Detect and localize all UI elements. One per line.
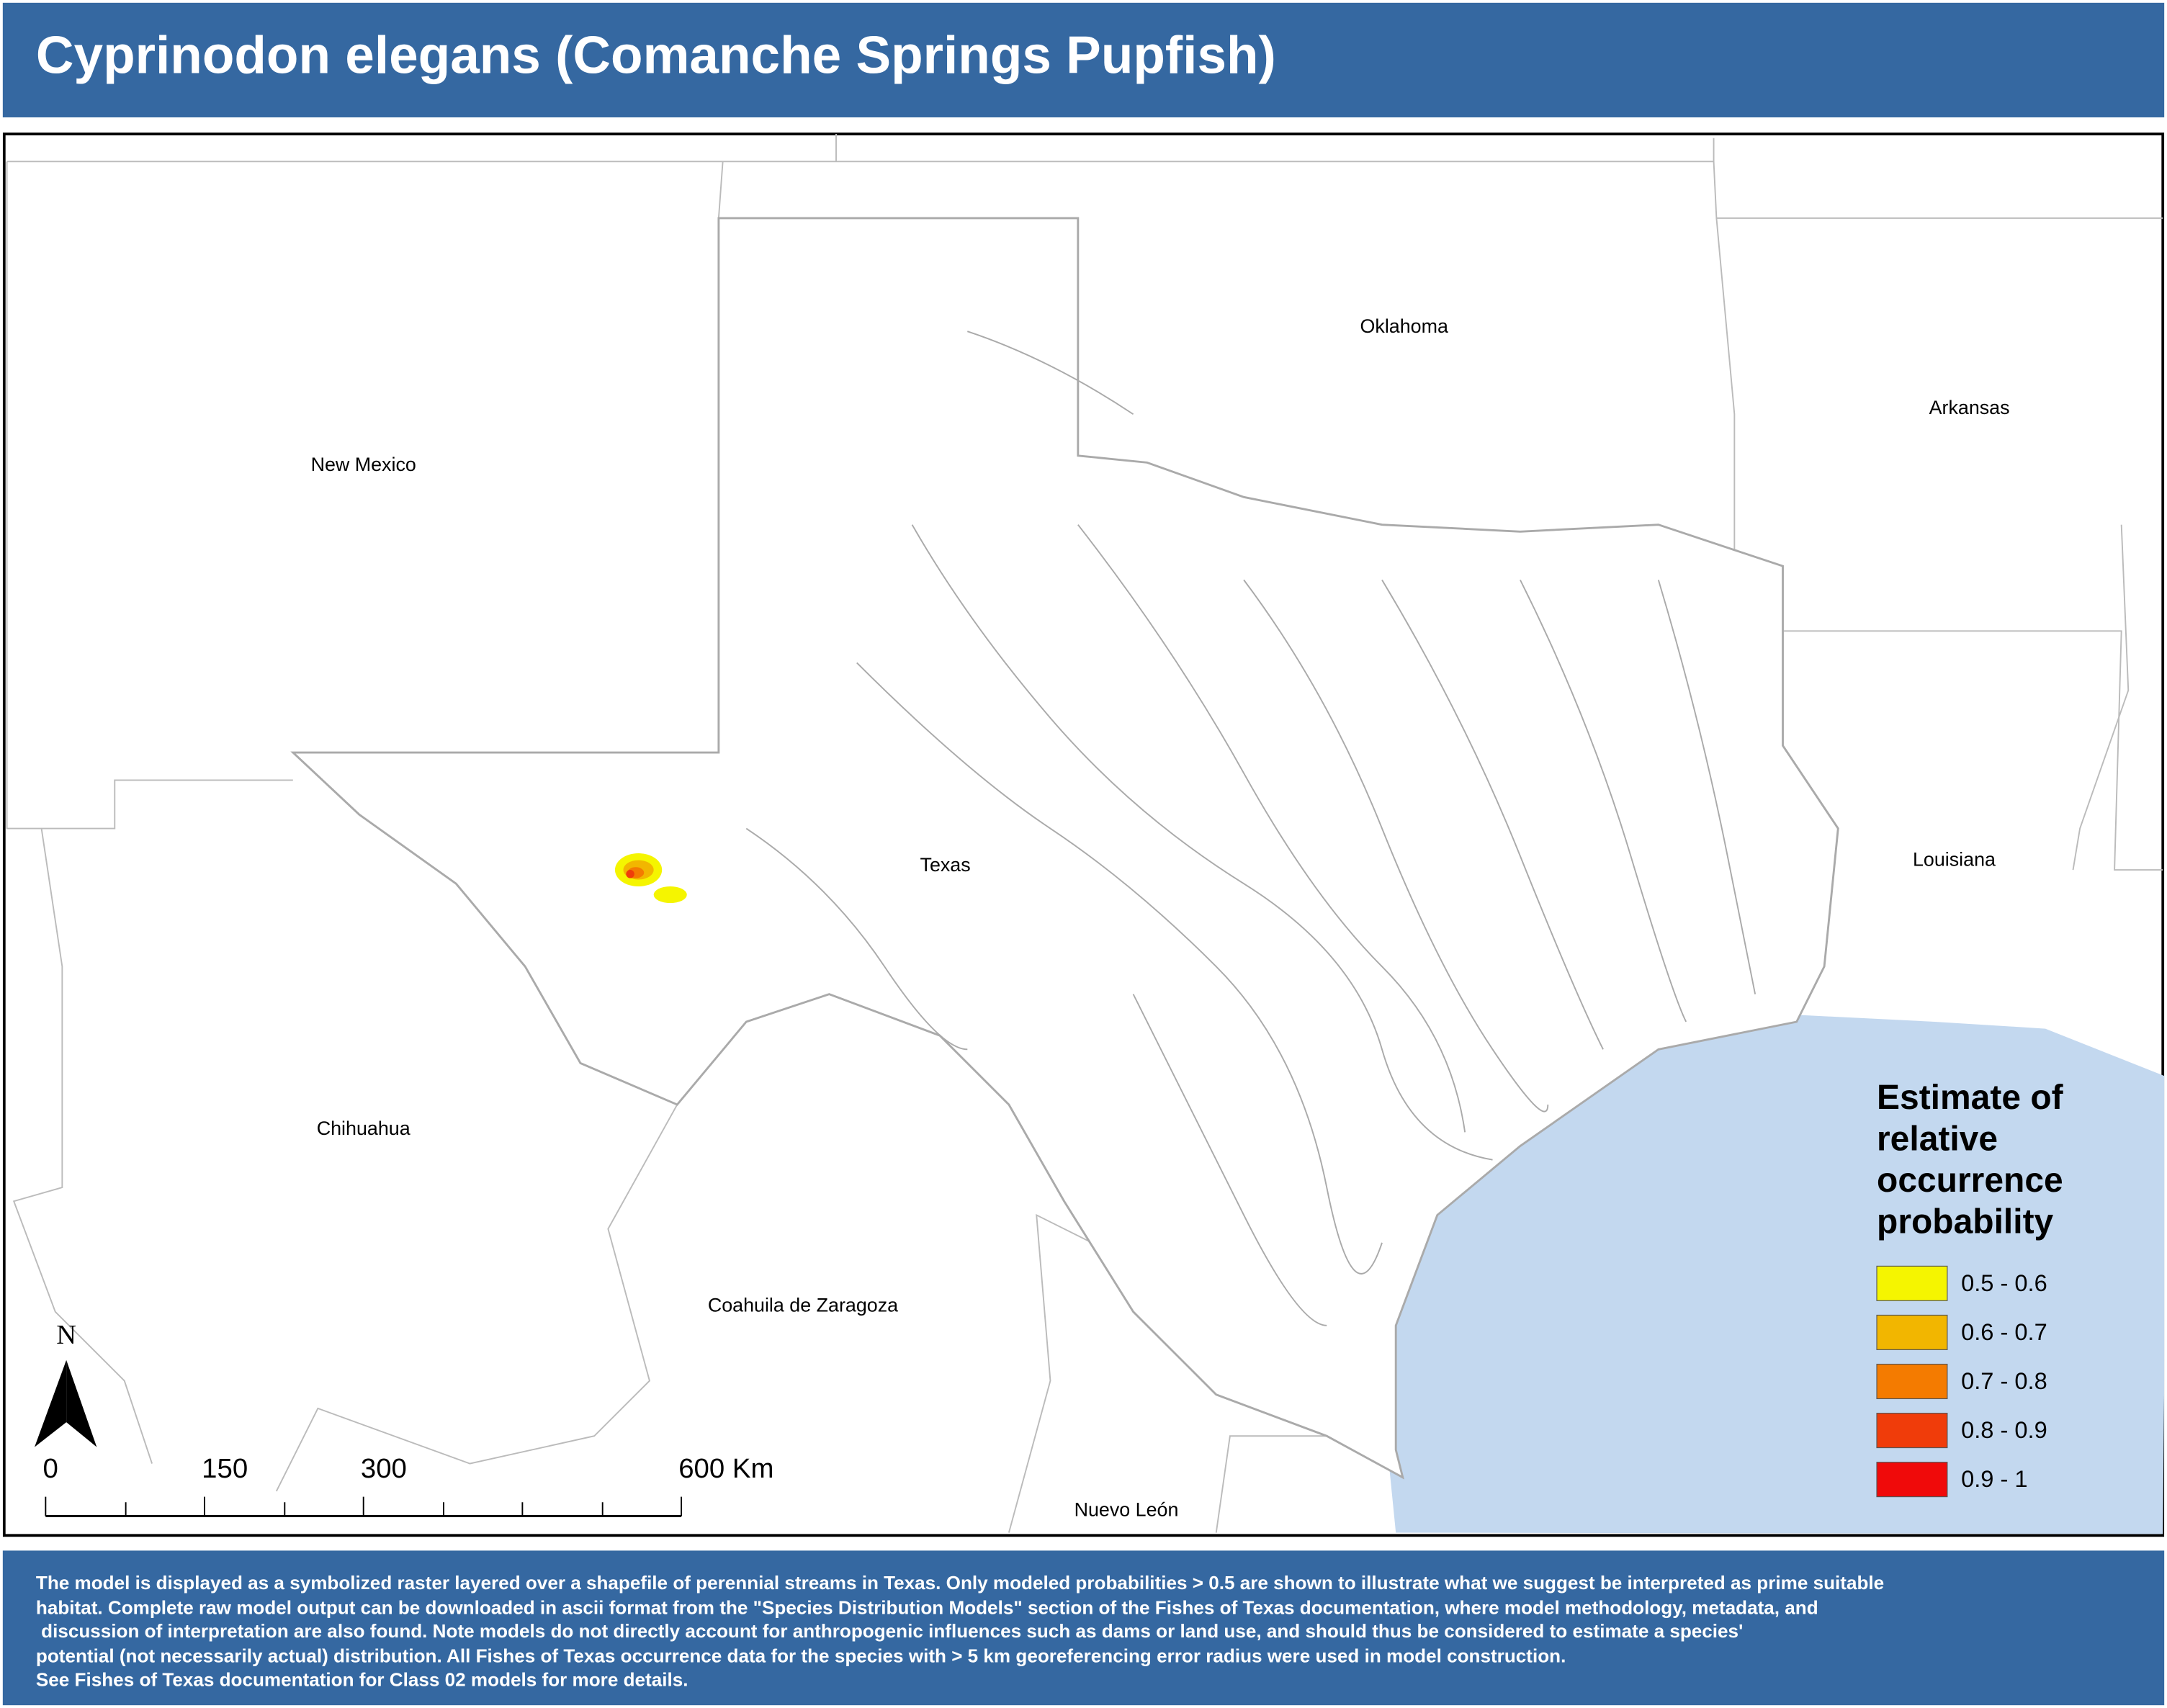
header: Cyprinodon elegans (Comanche Springs Pup… [2, 2, 2165, 117]
place-label: New Mexico [311, 454, 416, 475]
place-label: Arkansas [1929, 397, 2010, 418]
place-label: Louisiana [1913, 848, 1996, 870]
place-label: Texas [920, 854, 971, 876]
footer-text: The model is displayed as a symbolized r… [36, 1571, 1884, 1693]
legend-label: 0.8 - 0.9 [1961, 1416, 2047, 1443]
legend-swatch [1876, 1314, 1948, 1350]
map: 0 150 300 600 Km N New Mexico Oklahoma Arkans… [2, 132, 2165, 1537]
gulf [1388, 1015, 2165, 1534]
place-label: Oklahoma [1360, 315, 1448, 337]
streams [745, 331, 1757, 1326]
legend-swatch [1876, 1363, 1948, 1400]
footer-line: discussion of interpretation are also fo… [35, 1621, 1744, 1642]
footer-line: The model is displayed as a symbolized r… [35, 1573, 1885, 1594]
title: Cyprinodon elegans (Comanche Springs Pup… [35, 27, 1276, 86]
north-label: N [56, 1320, 76, 1350]
footer-line: potential (not necessarily actual) distr… [35, 1645, 1566, 1667]
legend-label: 0.6 - 0.7 [1961, 1318, 2047, 1345]
legend-label: 0.5 - 0.6 [1961, 1269, 2047, 1296]
place-label: Coahuila de Zaragoza [708, 1295, 898, 1316]
north-arrow: N [34, 1320, 97, 1447]
footer-line: habitat. Complete raw model output can b… [35, 1596, 1818, 1618]
legend-title: Estimate of relative occurrence probabil… [1877, 1078, 2063, 1241]
occurrence-raster [614, 853, 687, 904]
legend-swatch [1876, 1462, 1948, 1498]
scale-label: 600 Km [678, 1453, 773, 1484]
scale-label: 150 [202, 1453, 248, 1484]
place-label: Chihuahua [317, 1118, 410, 1139]
scale-label: 0 [42, 1453, 58, 1484]
legend-swatch [1876, 1265, 1948, 1301]
texas-outline [290, 217, 1839, 1480]
legend-label: 0.7 - 0.8 [1961, 1367, 2047, 1394]
legend-label: 0.9 - 1 [1961, 1465, 2027, 1492]
scale-label: 300 [361, 1453, 407, 1484]
scale-bar: 0 150 300 600 Km [42, 1453, 773, 1517]
footer: The model is displayed as a symbolized r… [2, 1550, 2165, 1706]
legend-swatch [1876, 1413, 1948, 1449]
place-label: Nuevo León [1074, 1498, 1179, 1520]
boundaries [6, 134, 2163, 1533]
footer-line: See Fishes of Texas documentation for Cl… [35, 1670, 688, 1691]
